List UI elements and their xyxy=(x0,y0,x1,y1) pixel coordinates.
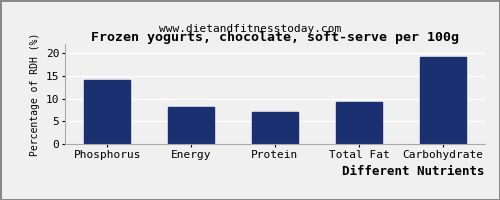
Bar xyxy=(420,57,466,144)
Y-axis label: Percentage of RDH (%): Percentage of RDH (%) xyxy=(30,32,40,156)
Text: www.dietandfitnesstoday.com: www.dietandfitnesstoday.com xyxy=(159,24,341,34)
Bar xyxy=(336,102,382,144)
Bar xyxy=(84,80,130,144)
Title: Frozen yogurts, chocolate, soft-serve per 100g: Frozen yogurts, chocolate, soft-serve pe… xyxy=(91,31,459,44)
Bar xyxy=(168,107,214,144)
Bar xyxy=(252,112,298,144)
X-axis label: Different Nutrients: Different Nutrients xyxy=(342,165,485,178)
